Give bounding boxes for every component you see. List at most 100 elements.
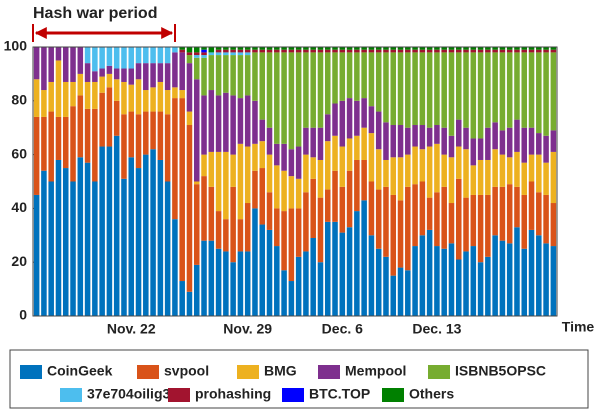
bar-segment: [528, 229, 535, 316]
bar-segment: [266, 127, 273, 155]
bar-segment: [514, 151, 520, 187]
bar-segment: [77, 95, 84, 158]
bar-segment: [383, 122, 389, 160]
bar-segment: [354, 211, 360, 316]
bar-segment: [346, 227, 353, 316]
bar-segment: [244, 95, 251, 147]
bar-segment: [426, 197, 433, 230]
legend-label: prohashing: [195, 386, 271, 402]
bar-segment: [397, 52, 404, 126]
bar-segment: [383, 47, 389, 50]
bar-segment: [62, 81, 69, 117]
bar-segment: [259, 168, 266, 225]
bar-segment: [463, 149, 469, 198]
bar-segment: [368, 235, 375, 316]
bar-segment: [492, 235, 498, 316]
bar-segment: [237, 219, 244, 252]
bar-segment: [135, 79, 142, 115]
bar-segment: [310, 157, 316, 179]
bar-segment: [150, 63, 156, 88]
bar-segment: [99, 76, 105, 93]
bar-segment: [463, 197, 469, 252]
bar-segment: [412, 47, 418, 50]
bar-segment: [274, 47, 280, 50]
bar-segment: [506, 157, 513, 185]
legend-swatch: [428, 365, 450, 379]
bar-segment: [470, 49, 477, 53]
bar-segment: [485, 159, 491, 195]
x-tick-label: Dec. 6: [322, 321, 363, 337]
bar-segment: [405, 127, 411, 155]
bar-segment: [179, 98, 185, 282]
bar-segment: [375, 149, 382, 190]
bar-segment: [201, 55, 207, 58]
bar-segment: [390, 275, 397, 316]
bar-segment: [354, 52, 360, 101]
bar-segment: [419, 125, 426, 150]
bar-segment: [62, 168, 69, 316]
bar-segment: [143, 47, 149, 64]
bar-segment: [274, 52, 280, 144]
bar-segment: [397, 157, 404, 201]
bar-segment: [237, 55, 244, 99]
bar-segment: [506, 47, 513, 50]
bar-segment: [506, 127, 513, 158]
bar-segment: [128, 111, 135, 158]
bar-segment: [281, 270, 287, 316]
bar-segment: [332, 49, 338, 53]
bar-segment: [383, 52, 389, 123]
bar-segment: [106, 47, 113, 66]
bar-segment: [521, 162, 528, 195]
bar-segment: [528, 127, 535, 155]
bar-segment: [448, 52, 455, 136]
bar-segment: [397, 200, 404, 268]
bar-segment: [485, 194, 491, 257]
bar-segment: [506, 243, 513, 316]
bar-segment: [215, 95, 222, 152]
bar-segment: [281, 47, 287, 50]
bar-segment: [33, 47, 40, 80]
bar-segment: [84, 81, 91, 109]
bar-segment: [419, 52, 426, 126]
bar-segment: [332, 52, 338, 104]
bar-segment: [186, 111, 193, 126]
bar-segment: [99, 92, 105, 147]
legend-label: Mempool: [345, 363, 406, 379]
bar-segment: [441, 248, 447, 316]
bar-segment: [441, 127, 447, 155]
bar-segment: [339, 47, 346, 50]
bar-segment: [244, 47, 251, 50]
bar-segment: [332, 221, 338, 316]
bar-segment: [143, 111, 149, 155]
bar-segment: [230, 95, 236, 155]
bar-segment: [237, 98, 244, 144]
bar-segment: [514, 186, 520, 228]
bar-segment: [536, 52, 542, 134]
bar-segment: [390, 125, 397, 158]
bar-segment: [521, 47, 528, 50]
bar-segment: [99, 146, 105, 316]
bar-segment: [361, 200, 367, 316]
bar-segment: [463, 127, 469, 150]
bar-segment: [230, 262, 236, 316]
bar-segment: [33, 79, 40, 117]
bar-segment: [266, 47, 273, 50]
bar-segment: [288, 281, 295, 316]
bar-segment: [150, 87, 156, 112]
bar-segment: [252, 52, 258, 101]
bar-segment: [492, 186, 498, 236]
bar-segment: [368, 133, 375, 182]
bar-segment: [310, 49, 316, 53]
bar-segment: [346, 138, 353, 171]
legend-swatch: [318, 365, 340, 379]
bar-segment: [390, 194, 397, 276]
bar-segment: [506, 52, 513, 128]
bar-segment: [361, 47, 367, 50]
bar-segment: [288, 52, 295, 150]
bar-segment: [193, 264, 200, 316]
bar-segment: [426, 52, 433, 128]
bar-segment: [470, 165, 477, 195]
bar-segment: [528, 181, 535, 230]
bar-segment: [295, 146, 302, 179]
